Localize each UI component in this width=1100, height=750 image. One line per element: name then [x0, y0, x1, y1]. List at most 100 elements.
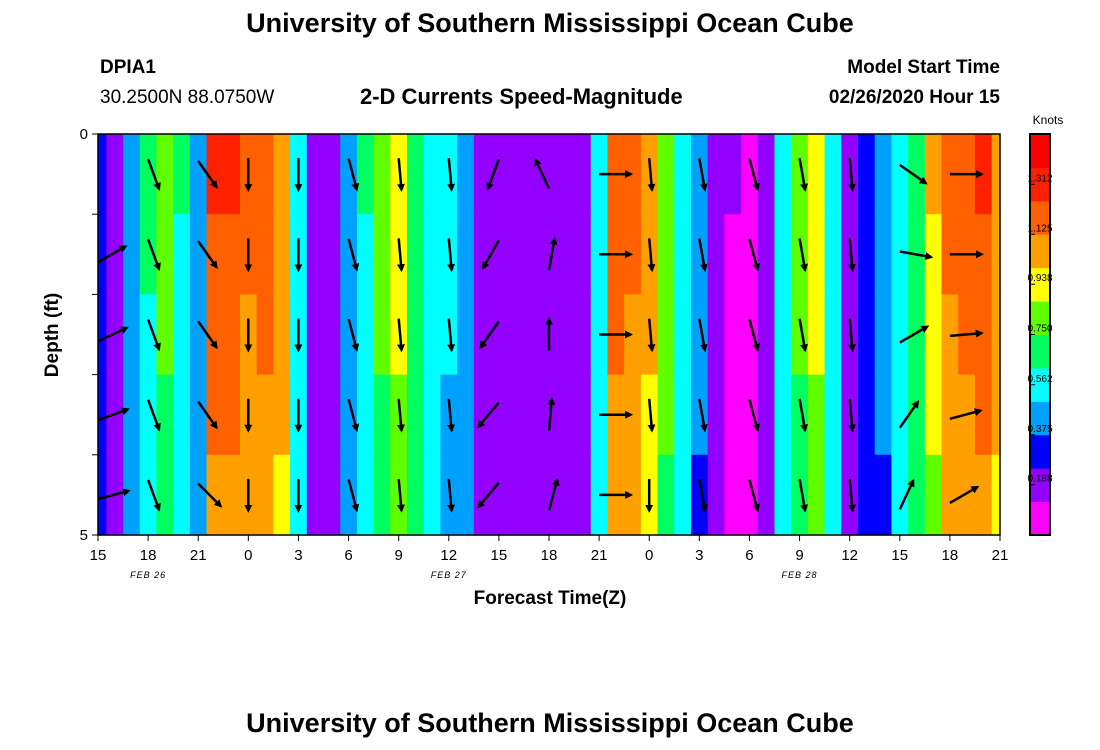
heatmap-cell: [223, 294, 241, 376]
heatmap-cell: [139, 374, 158, 456]
heatmap-cell: [791, 214, 809, 295]
heatmap-cell: [106, 214, 124, 295]
heatmap-cell: [373, 294, 391, 376]
heatmap-cell: [724, 294, 742, 376]
heatmap-cell: [690, 214, 709, 295]
heatmap-cell: [256, 134, 274, 215]
current-vector-arrow: [197, 482, 223, 508]
heatmap-cell: [507, 454, 525, 536]
colorbar-segment: [1030, 334, 1050, 369]
heatmap-cell: [557, 294, 575, 376]
page-title-bottom: University of Southern Mississippi Ocean…: [246, 708, 854, 738]
x-tick-label: 21: [992, 547, 1009, 564]
heatmap-cell: [690, 294, 709, 376]
heatmap-cell: [256, 214, 274, 295]
heatmap-cell: [924, 294, 943, 376]
heatmap-cell: [473, 454, 492, 536]
heatmap-cell: [223, 374, 241, 456]
model-start-label: Model Start Time: [847, 57, 1000, 78]
colorbar-segment: [1030, 200, 1050, 235]
heatmap-cell: [924, 134, 943, 215]
x-tick-label: 15: [891, 547, 908, 564]
x-tick-label: 3: [695, 547, 703, 564]
heatmap-cell: [356, 134, 375, 215]
heatmap-cell: [189, 294, 208, 376]
heatmap-cell: [974, 294, 993, 376]
heatmap-cell: [189, 134, 208, 215]
heatmap-cell: [323, 374, 341, 456]
heatmap-cell: [156, 294, 174, 376]
current-vector-arrow: [146, 319, 161, 352]
current-vector-arrow: [949, 408, 983, 421]
heatmap-cell: [891, 214, 909, 295]
heatmap-cell: [741, 454, 759, 536]
colorbar-level-label: 1.312: [1027, 173, 1052, 184]
heatmap-cell: [373, 454, 391, 536]
heatmap-cell: [858, 134, 876, 215]
heatmap-cell: [874, 294, 893, 376]
heatmap-cell: [974, 374, 993, 456]
heatmap-cell: [690, 134, 709, 215]
heatmap-cell: [523, 294, 542, 376]
heatmap-cell: [206, 214, 224, 295]
heatmap-cell: [924, 454, 943, 536]
heatmap-cell: [173, 454, 191, 536]
colorbar-level-label: 0.938: [1027, 273, 1052, 284]
heatmap-cell: [473, 374, 492, 456]
current-vector-arrow: [97, 326, 129, 343]
current-vector-arrow: [447, 478, 456, 513]
heatmap-cell: [507, 134, 525, 215]
heatmap-cell: [189, 214, 208, 295]
colorbar-segment: [1030, 501, 1050, 536]
current-vector-arrow: [647, 158, 656, 192]
current-vector-arrow: [949, 329, 984, 338]
heatmap-cell: [540, 454, 558, 536]
heatmap-cell: [824, 214, 842, 295]
current-vector-arrow: [899, 163, 928, 185]
current-vector-arrow: [698, 318, 708, 353]
heatmap-cell: [123, 454, 141, 536]
heatmap-cell: [407, 294, 425, 376]
colorbar: 1.312 1.125 0.938 0.750 0.562 0.375 0.188: [1027, 133, 1053, 536]
heatmap-cell: [139, 134, 158, 215]
heatmap-cell: [791, 134, 809, 215]
heatmap-cell: [457, 134, 475, 215]
heatmap-cell: [356, 214, 375, 295]
colorbar-segment: [1030, 301, 1050, 335]
heatmap-cell: [791, 294, 809, 376]
current-vector-arrow: [898, 399, 920, 429]
colorbar-level-label: 0.562: [1027, 374, 1052, 385]
colorbar-level-label: 0.188: [1027, 474, 1052, 485]
y-axis: 05: [80, 126, 98, 544]
y-tick-label: 5: [80, 527, 88, 544]
current-vector-arrow: [898, 478, 915, 510]
heatmap-cell: [407, 214, 425, 295]
heatmap-cell: [340, 294, 358, 376]
heatmap-cell: [507, 214, 525, 295]
heatmap-cell: [707, 294, 725, 376]
heatmap-cell: [473, 214, 492, 295]
heatmap-cell: [490, 214, 508, 295]
heatmap-cell: [674, 134, 692, 215]
x-tick-label: 9: [394, 547, 402, 564]
x-tick-label: 3: [294, 547, 302, 564]
heatmap-cell: [473, 294, 492, 376]
current-vector-arrow: [481, 239, 500, 270]
heatmap-cell: [123, 214, 141, 295]
current-vector-arrow: [798, 318, 809, 353]
heatmap-cell: [924, 214, 943, 295]
heatmap-cell: [173, 134, 191, 215]
heatmap-cell: [690, 374, 709, 456]
heatmap-cell: [189, 454, 208, 536]
x-tick-label: 6: [344, 547, 352, 564]
y-tick-label: 0: [80, 126, 88, 143]
current-vector-arrow: [97, 488, 131, 501]
heatmap-cell: [791, 454, 809, 536]
heatmap-cell: [657, 374, 675, 456]
current-vector-arrow: [97, 407, 130, 422]
current-vector-arrow: [146, 158, 161, 191]
heatmap-cell: [774, 214, 792, 295]
current-vector-arrow: [748, 398, 761, 433]
heatmap-cell: [306, 294, 325, 376]
colorbar-segment: [1030, 367, 1050, 402]
